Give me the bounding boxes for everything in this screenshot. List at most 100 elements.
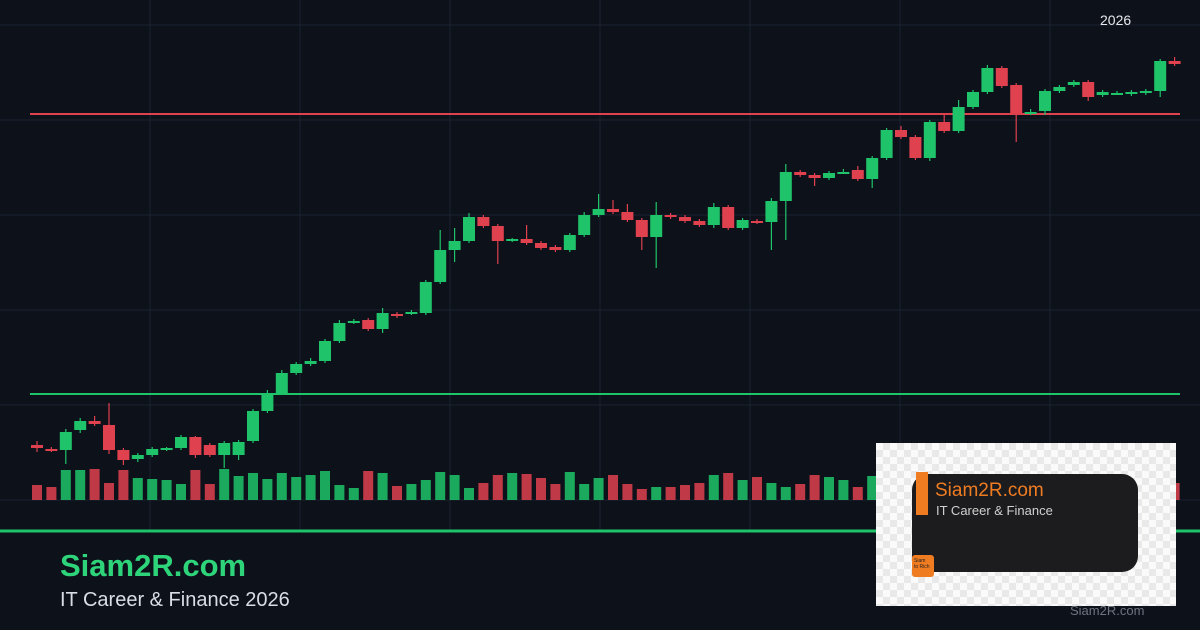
candle-body bbox=[779, 172, 792, 201]
candle-body bbox=[232, 442, 245, 455]
candle-body bbox=[535, 243, 547, 248]
volume-bar bbox=[248, 473, 258, 500]
volume-bar bbox=[204, 484, 215, 500]
volume-bar bbox=[665, 487, 676, 500]
candle-body bbox=[995, 68, 1008, 86]
volume-bar bbox=[752, 477, 762, 500]
watermark: Siam2R.com bbox=[1070, 603, 1145, 618]
candle-body bbox=[866, 158, 879, 179]
volume-bar bbox=[334, 485, 345, 500]
candle-body bbox=[1168, 61, 1181, 64]
volume-bar bbox=[536, 478, 546, 500]
candle-body bbox=[751, 221, 763, 223]
volume-bar bbox=[795, 484, 806, 500]
candle-body bbox=[1024, 112, 1037, 114]
candle-body bbox=[1125, 92, 1138, 94]
logo-subtitle: IT Career & Finance bbox=[936, 503, 1053, 518]
candle-body bbox=[520, 239, 533, 243]
candle-body bbox=[203, 445, 216, 455]
candle-body bbox=[765, 201, 778, 222]
candle-body bbox=[1154, 61, 1167, 91]
volume-bar bbox=[276, 473, 287, 500]
candle-body bbox=[261, 393, 274, 411]
candle-body bbox=[1010, 85, 1023, 113]
volume-bar bbox=[348, 488, 359, 500]
volume-bar bbox=[852, 487, 863, 500]
candle-body bbox=[895, 130, 907, 137]
candle-body bbox=[146, 449, 159, 455]
badge-text: Siam bbox=[914, 558, 926, 564]
candle-body bbox=[376, 313, 389, 329]
candle-body bbox=[362, 320, 375, 329]
candle-body bbox=[635, 220, 648, 237]
candle-body bbox=[290, 364, 303, 373]
volume-bar bbox=[593, 478, 604, 500]
volume-bar bbox=[780, 487, 791, 500]
candle-body bbox=[549, 247, 562, 250]
volume-bar bbox=[32, 485, 42, 500]
candle-body bbox=[218, 443, 231, 455]
candle-body bbox=[1096, 92, 1109, 95]
volume-bar bbox=[478, 483, 489, 500]
candle-body bbox=[189, 437, 202, 455]
candle-body bbox=[347, 321, 360, 323]
logo-badge: Siam to Rich bbox=[912, 555, 934, 577]
candle-body bbox=[736, 220, 749, 228]
volume-bar bbox=[564, 472, 575, 500]
volume-bar bbox=[636, 489, 647, 500]
volume-bar bbox=[449, 475, 460, 500]
candle-body bbox=[74, 421, 87, 430]
volume-bar bbox=[161, 480, 172, 500]
candle-body bbox=[607, 209, 619, 212]
volume-bar bbox=[75, 470, 86, 500]
candle-body bbox=[31, 445, 43, 448]
volume-bar bbox=[305, 475, 316, 500]
candle-body bbox=[45, 449, 58, 451]
volume-bar bbox=[219, 469, 230, 500]
volume-bar bbox=[104, 483, 114, 500]
year-label: 2026 bbox=[1100, 12, 1132, 28]
candle-body bbox=[578, 215, 591, 235]
volume-bar bbox=[262, 479, 273, 500]
candle-body bbox=[923, 122, 936, 158]
candle-body bbox=[319, 341, 331, 361]
volume-bar bbox=[291, 477, 302, 500]
candle-body bbox=[650, 215, 663, 237]
volume-bar bbox=[838, 480, 849, 500]
candle-body bbox=[1111, 93, 1123, 95]
volume-bar bbox=[651, 487, 662, 500]
candle-body bbox=[794, 172, 807, 175]
candle-body bbox=[160, 448, 173, 450]
candle-body bbox=[693, 221, 706, 225]
logo-image: Siam2R.com IT Career & Finance Siam to Ri… bbox=[876, 443, 1176, 606]
candle-body bbox=[880, 130, 893, 158]
volume-bar bbox=[464, 488, 474, 500]
candle-body bbox=[851, 170, 864, 179]
volume-bar bbox=[89, 469, 100, 500]
candle-body bbox=[463, 217, 475, 241]
candle-body bbox=[981, 68, 994, 92]
volume-bar bbox=[579, 484, 590, 500]
candle-body bbox=[621, 212, 634, 220]
volume-bar bbox=[809, 475, 820, 500]
candle-body bbox=[707, 207, 720, 225]
volume-bar bbox=[680, 485, 690, 500]
candle-body bbox=[1053, 87, 1066, 91]
volume-bar bbox=[320, 471, 330, 500]
candle-body bbox=[477, 217, 490, 226]
candle-body bbox=[419, 282, 432, 313]
candle-body bbox=[1067, 82, 1080, 85]
candle-body bbox=[823, 173, 835, 178]
candle-body bbox=[808, 175, 821, 178]
candle-body bbox=[434, 250, 447, 282]
volume-bar bbox=[118, 470, 129, 500]
candle-body bbox=[1039, 91, 1051, 111]
volume-bar bbox=[363, 471, 374, 500]
candle-body bbox=[275, 373, 288, 393]
volume-bar bbox=[46, 487, 57, 500]
candle-body bbox=[664, 215, 677, 217]
volume-bar bbox=[392, 486, 402, 500]
candle-body bbox=[175, 437, 187, 448]
badge-text: to Rich bbox=[914, 564, 930, 570]
